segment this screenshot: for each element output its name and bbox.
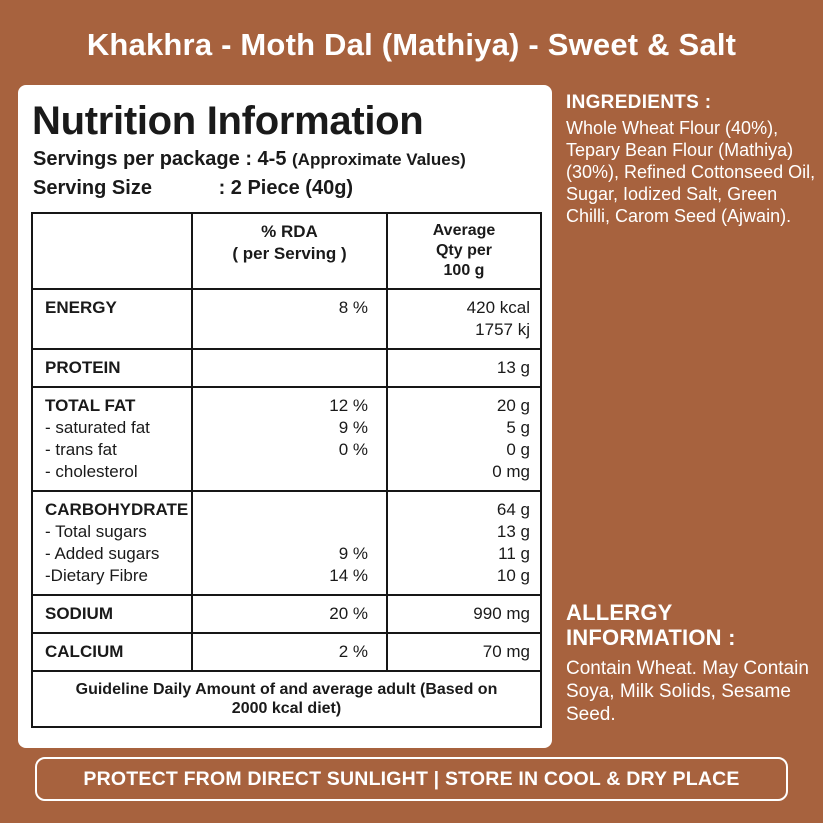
protein-rda-cell — [191, 350, 388, 386]
nutrition-heading: Nutrition Information — [32, 99, 424, 143]
allergy-heading-line2: INFORMATION : — [566, 625, 736, 650]
carb-rda-dietary-fibre: 14 % — [329, 566, 368, 585]
fat-label-main: TOTAL FAT — [45, 396, 136, 415]
energy-label: ENERGY — [45, 298, 117, 317]
carb-label-main: CARBOHYDRATE — [45, 500, 189, 519]
qty-header-line1: Average — [432, 222, 496, 239]
ingredients-text: Whole Wheat Flour (40%), Tepary Bean Flo… — [566, 118, 816, 226]
table-header-row: % RDA ( per Serving ) Average Qty per 10… — [33, 214, 540, 288]
allergy-heading-line1: ALLERGY — [566, 600, 673, 625]
fat-qty-main: 20 g — [496, 396, 530, 415]
carb-rda-total-sugars — [201, 521, 368, 543]
rda-header-cell: % RDA ( per Serving ) — [191, 214, 388, 288]
allergy-text: Contain Wheat. May Contain Soya, Milk So… — [566, 658, 809, 725]
calcium-label: CALCIUM — [45, 642, 124, 661]
carb-qty-dietary-fibre: 10 g — [496, 566, 530, 585]
carb-qty-total-sugars: 13 g — [496, 522, 530, 541]
servings-line: Servings per package : 4-5 (Approximate … — [33, 148, 552, 171]
energy-label-cell: ENERGY — [33, 290, 191, 348]
ingredients-heading: INGREDIENTS : — [566, 92, 712, 113]
fat-rda-trans: 0 % — [338, 440, 368, 459]
fat-qty-trans: 0 g — [506, 440, 530, 459]
allergy-section: ALLERGY INFORMATION : Contain Wheat. May… — [566, 600, 816, 726]
energy-qty-kj: 1757 kj — [475, 320, 530, 339]
product-title: Khakhra - Moth Dal (Mathiya) - Sweet & S… — [86, 27, 737, 62]
calcium-rda-value: 2 % — [338, 642, 368, 661]
fat-label-saturated: - saturated fat — [45, 418, 150, 437]
serving-size-line: Serving Size : 2 Piece (40g) — [33, 177, 552, 200]
nutrition-table: % RDA ( per Serving ) Average Qty per 10… — [31, 212, 542, 728]
fat-qty-cell: 20 g 5 g 0 g 0 mg — [388, 388, 540, 490]
protein-qty-value: 13 g — [496, 358, 530, 377]
energy-qty-kcal: 420 kcal — [466, 298, 530, 317]
row-carbohydrate: CARBOHYDRATE - Total sugars - Added suga… — [33, 490, 540, 594]
energy-rda-value: 8 % — [338, 298, 368, 317]
qty-header-line3: 100 g — [443, 262, 485, 279]
table-footnote-row: Guideline Daily Amount of and average ad… — [33, 670, 540, 726]
fat-rda-main: 12 % — [329, 396, 368, 415]
fat-label-cell: TOTAL FAT - saturated fat - trans fat - … — [33, 388, 191, 490]
carb-qty-main: 64 g — [496, 500, 530, 519]
carb-qty-cell: 64 g 13 g 11 g 10 g — [388, 492, 540, 594]
sodium-qty-cell: 990 mg — [388, 596, 540, 632]
footnote-text: Guideline Daily Amount of and average ad… — [75, 681, 498, 717]
servings-text: Servings per package : 4-5 — [33, 148, 287, 170]
carb-rda-cell: 9 % 14 % — [191, 492, 388, 594]
ingredients-section: INGREDIENTS : Whole Wheat Flour (40%), T… — [566, 92, 816, 227]
carb-label-added-sugars: - Added sugars — [45, 544, 160, 563]
row-total-fat: TOTAL FAT - saturated fat - trans fat - … — [33, 386, 540, 490]
carb-label-total-sugars: - Total sugars — [45, 522, 147, 541]
storage-instruction-text: PROTECT FROM DIRECT SUNLIGHT | STORE IN … — [83, 767, 740, 790]
protein-label-cell: PROTEIN — [33, 350, 191, 386]
serving-size-label: Serving Size — [33, 177, 152, 199]
header-blank-cell — [33, 214, 191, 288]
qty-header-cell: Average Qty per 100 g — [388, 214, 540, 288]
rda-header-line2: ( per Serving ) — [232, 244, 347, 263]
nutrition-panel: Nutrition Information Servings per packa… — [18, 85, 552, 748]
energy-rda-cell: 8 % — [191, 290, 388, 348]
row-protein: PROTEIN 13 g — [33, 348, 540, 386]
row-sodium: SODIUM 20 % 990 mg — [33, 594, 540, 632]
carb-label-dietary-fibre: -Dietary Fibre — [45, 566, 148, 585]
servings-note: (Approximate Values) — [292, 150, 466, 169]
calcium-qty-value: 70 mg — [482, 642, 530, 661]
storage-instruction-banner: PROTECT FROM DIRECT SUNLIGHT | STORE IN … — [35, 757, 788, 801]
sodium-label: SODIUM — [45, 604, 113, 623]
fat-rda-cell: 12 % 9 % 0 % — [191, 388, 388, 490]
calcium-label-cell: CALCIUM — [33, 634, 191, 670]
row-calcium: CALCIUM 2 % 70 mg — [33, 632, 540, 670]
row-energy: ENERGY 8 % 420 kcal 1757 kj — [33, 288, 540, 348]
fat-rda-cholesterol — [201, 461, 368, 483]
fat-qty-cholesterol: 0 mg — [492, 462, 530, 481]
protein-qty-cell: 13 g — [388, 350, 540, 386]
fat-label-cholesterol: - cholesterol — [45, 462, 138, 481]
protein-label: PROTEIN — [45, 358, 121, 377]
carb-label-cell: CARBOHYDRATE - Total sugars - Added suga… — [33, 492, 191, 594]
calcium-qty-cell: 70 mg — [388, 634, 540, 670]
sodium-label-cell: SODIUM — [33, 596, 191, 632]
carb-rda-main — [201, 499, 368, 521]
sodium-rda-cell: 20 % — [191, 596, 388, 632]
footnote-cell: Guideline Daily Amount of and average ad… — [33, 672, 540, 726]
calcium-rda-cell: 2 % — [191, 634, 388, 670]
carb-qty-added-sugars: 11 g — [498, 544, 530, 563]
fat-label-trans: - trans fat — [45, 440, 117, 459]
energy-qty-cell: 420 kcal 1757 kj — [388, 290, 540, 348]
fat-rda-saturated: 9 % — [338, 418, 368, 437]
rda-header-line1: % RDA — [261, 222, 318, 241]
qty-header-line2: Qty per — [435, 242, 492, 259]
carb-rda-added-sugars: 9 % — [338, 544, 368, 563]
sodium-rda-value: 20 % — [329, 604, 368, 623]
fat-qty-saturated: 5 g — [506, 418, 530, 437]
sodium-qty-value: 990 mg — [473, 604, 530, 623]
serving-size-value: : 2 Piece (40g) — [218, 177, 354, 199]
